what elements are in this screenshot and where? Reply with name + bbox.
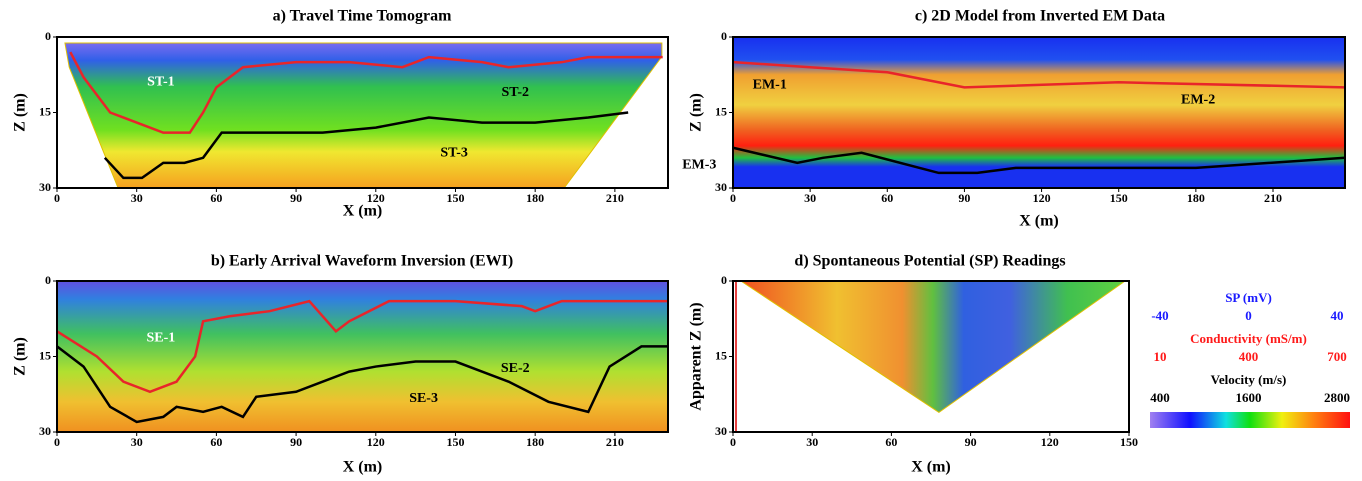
chart-title: b) Early Arrival Waveform Inversion (EWI… <box>211 253 513 270</box>
colorbar <box>1150 412 1350 428</box>
x-tick-label: 180 <box>526 191 544 205</box>
x-tick-label: 210 <box>606 191 624 205</box>
colorbar-tick-label: 400 <box>1239 349 1259 364</box>
colorbar-tick-label: 1600 <box>1236 390 1262 405</box>
x-axis-label: X (m) <box>1019 213 1059 230</box>
x-axis-label: X (m) <box>343 203 383 220</box>
colorbar-tick-label: 400 <box>1150 390 1170 405</box>
x-tick-label: 150 <box>1120 435 1138 449</box>
region-label: ST-1 <box>147 75 175 90</box>
x-tick-label: 30 <box>806 435 818 449</box>
x-tick-label: 210 <box>606 435 624 449</box>
y-axis-label: Apparent Z (m) <box>688 302 705 410</box>
y-tick-label: 15 <box>39 104 51 118</box>
colorbar-tick-label: 2800 <box>1324 390 1350 405</box>
x-tick-label: 0 <box>54 191 60 205</box>
colorbar-title: Velocity (m/s) <box>1211 372 1287 387</box>
region-label: EM-3 <box>682 158 716 173</box>
y-axis-label: Z (m) <box>12 93 29 132</box>
chart-title: d) Spontaneous Potential (SP) Readings <box>794 253 1065 270</box>
x-tick-label: 0 <box>730 191 736 205</box>
y-tick-label: 30 <box>715 180 727 194</box>
boundary-line <box>69 51 663 134</box>
x-tick-label: 150 <box>446 191 464 205</box>
region-label: SE-2 <box>501 361 530 376</box>
data-domain <box>733 37 1345 188</box>
colorbar-tick-label: 700 <box>1327 349 1347 364</box>
x-tick-label: 210 <box>1264 191 1282 205</box>
y-tick-label: 0 <box>45 273 51 287</box>
colorbar-title: Conductivity (mS/m) <box>1190 331 1307 346</box>
y-tick-label: 0 <box>721 29 727 43</box>
y-tick-label: 15 <box>715 104 727 118</box>
x-tick-label: 90 <box>290 191 302 205</box>
x-tick-label: 60 <box>881 191 893 205</box>
x-tick-label: 0 <box>54 435 60 449</box>
y-tick-label: 30 <box>39 424 51 438</box>
x-tick-label: 120 <box>1033 191 1051 205</box>
x-tick-label: 90 <box>958 191 970 205</box>
chart-title: a) Travel Time Tomogram <box>273 8 452 25</box>
x-tick-label: 60 <box>885 435 897 449</box>
region-label: SE-3 <box>409 391 438 406</box>
colorbar-tick-label: 10 <box>1154 349 1167 364</box>
chart-title: c) 2D Model from Inverted EM Data <box>915 8 1165 25</box>
x-tick-label: 120 <box>1041 435 1059 449</box>
data-domain <box>64 42 663 189</box>
x-tick-label: 150 <box>446 435 464 449</box>
x-tick-label: 180 <box>1187 191 1205 205</box>
y-tick-label: 15 <box>39 348 51 362</box>
x-tick-label: 0 <box>730 435 736 449</box>
y-tick-label: 0 <box>45 29 51 43</box>
x-tick-label: 90 <box>290 435 302 449</box>
region-label: ST-3 <box>440 145 468 160</box>
x-tick-label: 60 <box>210 191 222 205</box>
colorbar-tick-label: 0 <box>1245 308 1252 323</box>
y-axis-label: Z (m) <box>12 337 29 376</box>
x-tick-label: 180 <box>526 435 544 449</box>
x-tick-label: 60 <box>210 435 222 449</box>
boundary-line <box>56 345 668 424</box>
y-axis-label: Z (m) <box>688 93 705 132</box>
data-domain <box>739 280 1127 413</box>
boundary-line <box>56 299 668 394</box>
x-tick-label: 30 <box>131 435 143 449</box>
boundary-line <box>732 60 1346 89</box>
region-label: ST-2 <box>501 85 529 100</box>
colorbar-title: SP (mV) <box>1225 290 1272 305</box>
x-tick-label: 30 <box>804 191 816 205</box>
x-axis-label: X (m) <box>343 459 383 476</box>
y-tick-label: 30 <box>715 424 727 438</box>
x-tick-label: 150 <box>1110 191 1128 205</box>
region-label: EM-2 <box>1181 93 1215 108</box>
region-label: SE-1 <box>146 331 175 346</box>
x-tick-label: 90 <box>965 435 977 449</box>
y-tick-label: 0 <box>721 273 727 287</box>
region-label: EM-1 <box>753 78 787 93</box>
boundary-line <box>732 146 1346 175</box>
x-tick-label: 120 <box>367 435 385 449</box>
colorbar-tick-label: -40 <box>1151 308 1168 323</box>
x-tick-label: 120 <box>367 191 385 205</box>
y-tick-label: 30 <box>39 180 51 194</box>
colorbar-tick-label: 40 <box>1331 308 1344 323</box>
boundary-line <box>103 111 629 180</box>
x-axis-label: X (m) <box>911 459 951 476</box>
x-tick-label: 30 <box>131 191 143 205</box>
y-tick-label: 15 <box>715 348 727 362</box>
